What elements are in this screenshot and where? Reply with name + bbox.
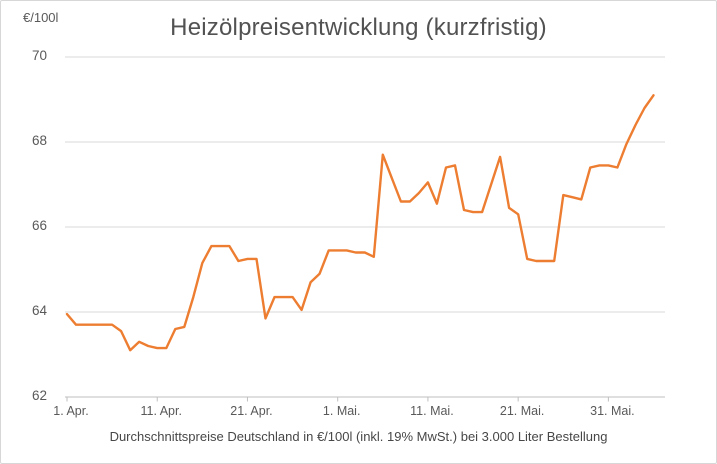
x-axis-label: 21. Apr. [230, 404, 273, 418]
y-axis-label: 66 [31, 218, 47, 233]
y-axis-label: 68 [31, 133, 47, 148]
price-line [65, 94, 655, 352]
y-axis-label: 62 [31, 388, 47, 403]
x-axis-label: 21. Mai. [499, 404, 545, 418]
y-axis-unit-label: €/100l [23, 10, 59, 25]
y-axis-label: 70 [31, 48, 47, 63]
chart-title: Heizölpreisentwicklung (kurzfristig) [170, 14, 547, 41]
x-axis-label: 1. Mai. [322, 404, 361, 418]
x-axis-label: 11. Apr. [140, 404, 182, 418]
y-axis-label: 64 [31, 303, 47, 318]
x-axis-label: 11. Mai. [410, 404, 454, 418]
footer-caption: Durchschnittspreise Deutschland in €/100… [109, 429, 608, 444]
x-axis-label: 31. Mai. [590, 404, 635, 418]
x-axis-label: 1. Apr. [53, 404, 89, 418]
